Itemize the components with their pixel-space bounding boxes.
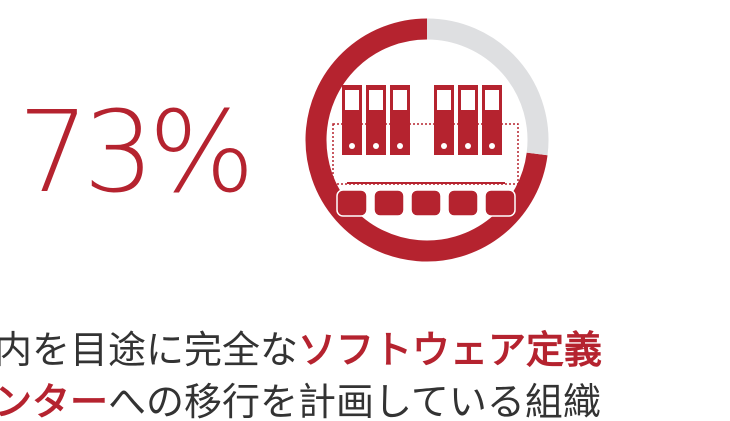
caption-segment: 内を目途に完全な	[0, 328, 298, 372]
caption-segment: ソフトウェア定義	[298, 328, 602, 372]
caption-line: ンターへの移行を計画している組織	[0, 380, 601, 421]
datacenter-icon	[332, 85, 519, 217]
donut-segment	[426, 18, 549, 156]
caption-segment: への移行を計画している組織	[108, 380, 601, 421]
caption-line: 内を目途に完全なソフトウェア定義	[0, 328, 602, 372]
percent-label: 73%	[18, 88, 249, 218]
caption-segment: ンター	[0, 380, 108, 421]
